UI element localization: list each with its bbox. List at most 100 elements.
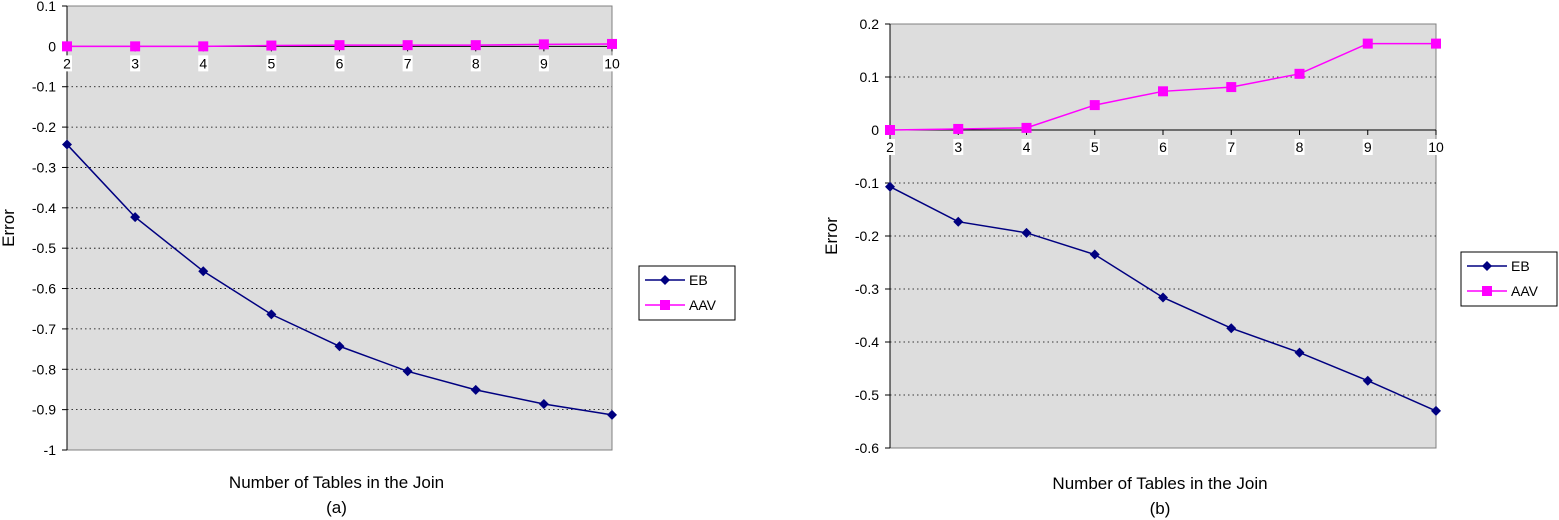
- data-point-aav: [538, 39, 549, 50]
- x-axis-label: Number of Tables in the Join: [1052, 474, 1267, 493]
- x-tick-label: 5: [267, 55, 275, 71]
- data-point-aav: [402, 40, 413, 51]
- legend-label-aav: AAV: [1511, 283, 1539, 299]
- x-tick-label: 9: [1364, 139, 1372, 155]
- x-axis-label: Number of Tables in the Join: [229, 473, 444, 492]
- x-tick-label: 4: [199, 55, 207, 71]
- x-tick-label: 9: [540, 55, 548, 71]
- y-tick-label: -0.1: [855, 175, 879, 191]
- legend-marker-aav: [1482, 286, 1492, 296]
- data-point-aav: [198, 41, 209, 52]
- data-point-eb: [1089, 249, 1100, 260]
- y-axis-label: Error: [822, 217, 841, 255]
- data-point-aav: [62, 41, 72, 52]
- data-point-aav: [1089, 100, 1100, 111]
- x-tick-label: 5: [1091, 139, 1099, 155]
- data-point-eb: [1226, 323, 1237, 334]
- chart-a: 0.1 0 -0.1 -0.2 -0.3 -0.4 -0.5 -0.6 -0.7 -0.8 -0.9…: [0, 0, 736, 517]
- data-point-eb: [198, 266, 209, 277]
- legend: EB AAV: [1460, 251, 1558, 307]
- data-point-aav: [953, 123, 964, 134]
- x-tick-label-background: [1021, 139, 1032, 155]
- legend-box: [638, 265, 736, 321]
- data-point-eb: [130, 212, 141, 223]
- y-tick-label: 0.1: [37, 0, 57, 14]
- x-tick-label: 6: [1159, 139, 1167, 155]
- data-point-aav: [1294, 68, 1305, 79]
- y-tick-label: -0.2: [32, 119, 56, 135]
- legend-marker-eb: [1482, 261, 1492, 271]
- data-point-eb: [607, 409, 617, 420]
- y-tick-label: -0.6: [32, 281, 56, 297]
- data-point-eb: [62, 139, 72, 150]
- y-tick-label: 0: [871, 122, 879, 138]
- data-point-aav: [1021, 122, 1032, 133]
- y-tick-label: 0.1: [860, 69, 880, 85]
- y-tick-label: 0.2: [860, 16, 880, 32]
- x-tick-label-background: [266, 55, 277, 72]
- x-tick-label: 7: [404, 55, 412, 71]
- data-point-eb: [1294, 347, 1305, 358]
- x-tick-label-background: [885, 139, 895, 155]
- y-tick-label: -0.4: [855, 334, 879, 350]
- x-tick-label-background: [603, 55, 621, 72]
- y-tick-label: -0.6: [855, 440, 879, 456]
- y-tick-label: -0.4: [32, 200, 56, 216]
- x-tick-label-background: [130, 55, 141, 72]
- x-tick-label: 8: [1296, 139, 1304, 155]
- x-tick-label: 3: [954, 139, 962, 155]
- data-point-eb: [334, 341, 345, 352]
- y-tick-label: -0.2: [855, 228, 879, 244]
- x-tick-label-background: [1226, 139, 1237, 155]
- x-tick-label: 4: [1023, 139, 1031, 155]
- x-tick-label-background: [1427, 139, 1445, 155]
- x-tick-label-background: [1294, 139, 1305, 155]
- data-point-aav: [1431, 38, 1441, 49]
- x-tick-label: 10: [1428, 139, 1444, 155]
- legend-label-eb: EB: [689, 272, 708, 288]
- chart-caption: (a): [326, 498, 347, 517]
- legend-label-eb: EB: [1511, 258, 1530, 274]
- x-tick-label-background: [1089, 139, 1100, 155]
- y-tick-label: -0.5: [32, 240, 56, 256]
- y-tick-label: 0: [48, 38, 56, 54]
- x-tick-label-background: [1158, 139, 1168, 155]
- data-point-eb: [1362, 375, 1373, 386]
- y-tick-label: -0.3: [855, 281, 879, 297]
- y-tick-label: -1: [44, 442, 57, 458]
- x-tick-label-background: [402, 55, 413, 72]
- data-point-eb: [402, 366, 413, 377]
- legend: EB AAV: [638, 265, 736, 321]
- chart-b: 0.2 0.1 0 -0.1 -0.2 -0.3 -0.4 -0.5 -0.6 2 3 4 5 6 7 8 9 1…: [822, 16, 1558, 518]
- data-point-eb: [266, 309, 277, 320]
- y-tick-label: -0.3: [32, 159, 56, 175]
- data-point-aav: [1158, 86, 1168, 97]
- plot-area: [66, 5, 613, 451]
- legend-label-aav: AAV: [689, 297, 717, 313]
- data-point-eb: [470, 384, 481, 395]
- data-point-eb: [1021, 227, 1032, 238]
- x-tick-label: 3: [131, 55, 139, 71]
- x-tick-label-background: [470, 55, 481, 72]
- x-tick-label-background: [62, 55, 72, 72]
- data-point-eb: [1431, 405, 1441, 416]
- data-point-aav: [130, 41, 141, 52]
- x-tick-label: 8: [472, 55, 480, 71]
- data-point-eb: [885, 181, 895, 192]
- data-point-eb: [538, 398, 549, 409]
- y-tick-label: -0.1: [32, 79, 56, 95]
- y-tick-label: -0.8: [32, 361, 56, 377]
- legend-marker-eb: [660, 275, 670, 285]
- x-tick-label: 10: [604, 55, 620, 71]
- x-tick-label: 7: [1227, 139, 1235, 155]
- data-point-eb: [953, 216, 964, 227]
- legend-marker-aav: [660, 300, 670, 310]
- data-point-aav: [607, 38, 617, 49]
- y-tick-label: -0.7: [32, 321, 56, 337]
- x-tick-label: 6: [336, 55, 344, 71]
- data-point-aav: [470, 40, 481, 51]
- data-point-aav: [1226, 82, 1237, 93]
- x-tick-label-background: [953, 139, 964, 155]
- x-tick-label-background: [198, 55, 209, 72]
- y-tick-label: -0.5: [855, 387, 879, 403]
